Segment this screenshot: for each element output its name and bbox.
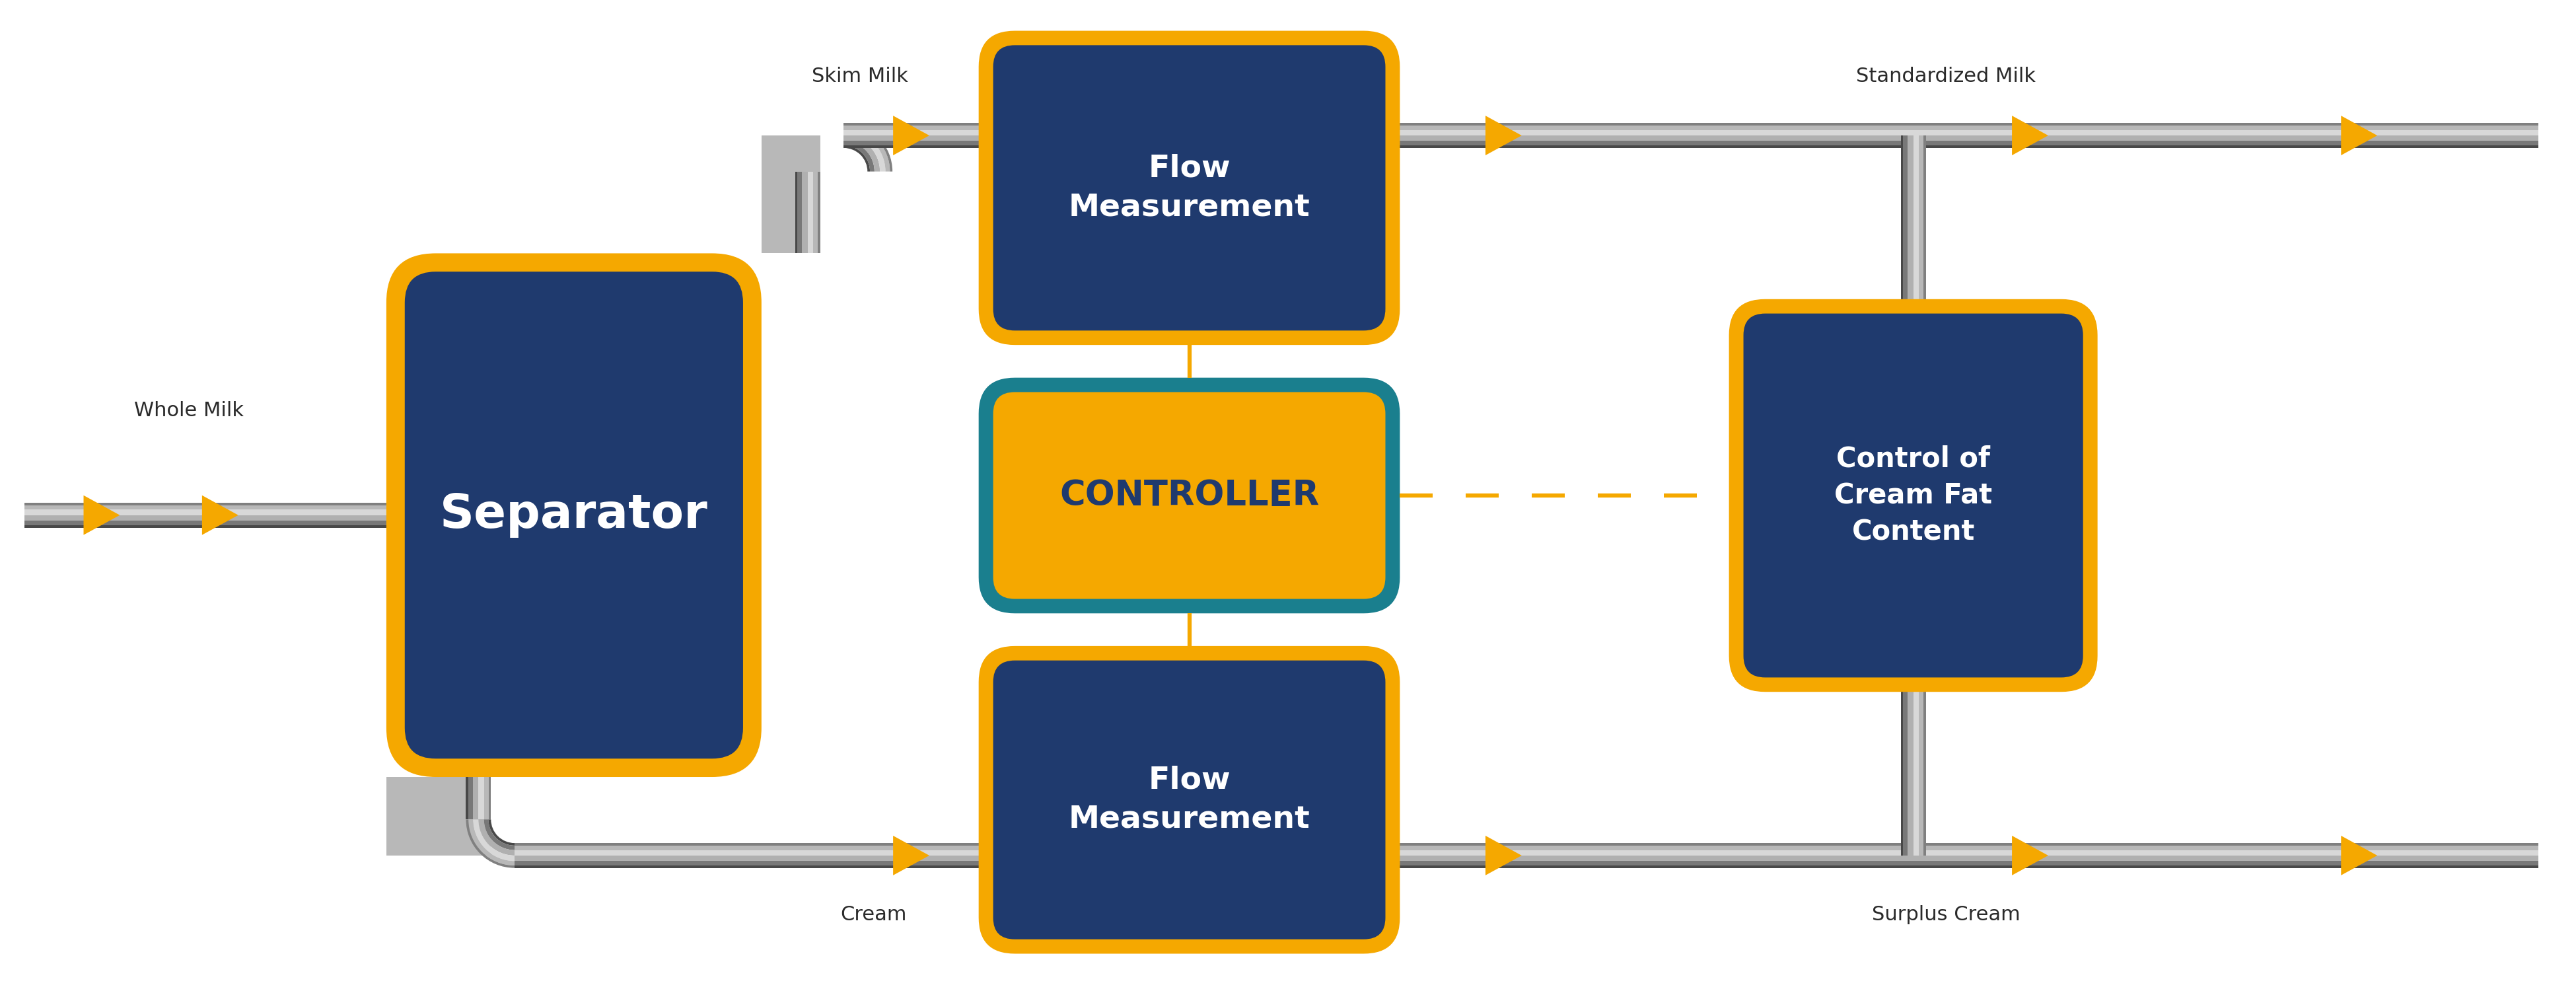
Bar: [1914, 136, 1919, 855]
FancyBboxPatch shape: [1728, 299, 2097, 692]
FancyBboxPatch shape: [979, 378, 1399, 613]
Bar: [845, 141, 979, 146]
Bar: [515, 850, 979, 855]
FancyBboxPatch shape: [1744, 313, 2084, 678]
Bar: [1909, 136, 1914, 855]
Wedge shape: [845, 130, 886, 171]
Polygon shape: [2342, 835, 2378, 875]
Bar: [1399, 850, 1914, 855]
Bar: [23, 502, 386, 505]
Text: Flow
Measurement: Flow Measurement: [1069, 154, 1311, 222]
Bar: [1399, 141, 1914, 146]
Bar: [23, 505, 386, 509]
FancyBboxPatch shape: [404, 272, 742, 759]
Wedge shape: [484, 820, 515, 850]
Bar: [479, 777, 484, 820]
Bar: [1914, 126, 2537, 130]
Bar: [1919, 136, 1924, 855]
Bar: [1399, 865, 1914, 868]
Polygon shape: [894, 116, 930, 156]
Bar: [845, 126, 979, 130]
Text: Cream: Cream: [840, 905, 907, 924]
Wedge shape: [466, 820, 515, 868]
Bar: [469, 777, 474, 820]
Bar: [845, 123, 979, 126]
FancyBboxPatch shape: [994, 660, 1386, 939]
Wedge shape: [474, 820, 515, 861]
FancyBboxPatch shape: [979, 31, 1399, 345]
Text: Separator: Separator: [440, 493, 708, 538]
Bar: [1914, 865, 2537, 868]
FancyBboxPatch shape: [994, 46, 1386, 331]
Bar: [1399, 123, 1914, 126]
Bar: [799, 171, 801, 254]
Bar: [23, 525, 386, 527]
Bar: [1904, 136, 1909, 855]
Polygon shape: [201, 495, 237, 535]
Polygon shape: [82, 495, 118, 535]
Bar: [515, 843, 979, 845]
Bar: [1399, 845, 1914, 850]
Bar: [1914, 850, 2537, 855]
Wedge shape: [479, 820, 515, 855]
Text: Control of
Cream Fat
Content: Control of Cream Fat Content: [1834, 445, 1991, 546]
Bar: [1399, 855, 1914, 861]
Bar: [1914, 123, 2537, 126]
Bar: [1914, 146, 2537, 148]
Bar: [515, 845, 979, 850]
Bar: [1399, 130, 1914, 136]
Polygon shape: [2012, 116, 2048, 156]
Wedge shape: [845, 123, 891, 171]
Bar: [762, 136, 819, 254]
Wedge shape: [845, 146, 871, 171]
Text: Surplus Cream: Surplus Cream: [1873, 905, 2020, 924]
Polygon shape: [1486, 116, 1522, 156]
Polygon shape: [1486, 835, 1522, 875]
Bar: [1399, 843, 1914, 845]
Bar: [806, 171, 814, 254]
FancyBboxPatch shape: [994, 392, 1386, 599]
Text: CONTROLLER: CONTROLLER: [1059, 479, 1319, 512]
Wedge shape: [845, 136, 881, 171]
Text: Skim Milk: Skim Milk: [811, 67, 909, 86]
Bar: [1914, 130, 2537, 136]
Bar: [801, 171, 806, 254]
Bar: [1399, 136, 1914, 141]
FancyBboxPatch shape: [386, 254, 762, 777]
Bar: [845, 146, 979, 148]
FancyBboxPatch shape: [979, 646, 1399, 953]
Text: Flow
Measurement: Flow Measurement: [1069, 765, 1311, 834]
Polygon shape: [894, 835, 930, 875]
Wedge shape: [845, 141, 873, 171]
Wedge shape: [469, 820, 515, 865]
Polygon shape: [2012, 835, 2048, 875]
Bar: [1914, 136, 2537, 141]
Bar: [845, 136, 979, 141]
Bar: [1399, 126, 1914, 130]
Bar: [386, 777, 492, 855]
Bar: [23, 520, 386, 525]
Text: Whole Milk: Whole Milk: [134, 400, 245, 420]
Text: Standardized Milk: Standardized Milk: [1857, 67, 2035, 86]
Polygon shape: [2342, 116, 2378, 156]
Bar: [23, 509, 386, 515]
Bar: [23, 515, 386, 520]
Bar: [1399, 146, 1914, 148]
Wedge shape: [489, 820, 515, 845]
Bar: [1914, 141, 2537, 146]
Bar: [515, 861, 979, 865]
Bar: [515, 855, 979, 861]
Bar: [1914, 843, 2537, 845]
Bar: [1914, 855, 2537, 861]
Wedge shape: [845, 126, 889, 171]
Bar: [1399, 861, 1914, 865]
Bar: [474, 777, 479, 820]
Bar: [1914, 861, 2537, 865]
Bar: [814, 171, 817, 254]
Bar: [515, 865, 979, 868]
Bar: [845, 130, 979, 136]
Bar: [1914, 845, 2537, 850]
Bar: [484, 777, 489, 820]
